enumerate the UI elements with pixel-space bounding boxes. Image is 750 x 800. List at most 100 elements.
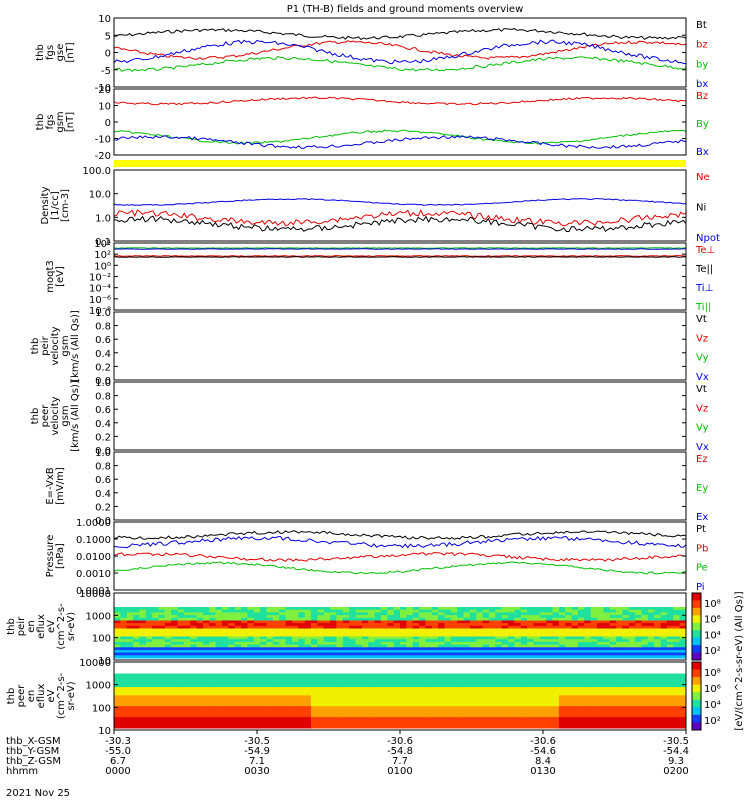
panel-ylabel: [mV/m] [55,467,66,505]
y-tick-label: 0.4 [95,419,111,430]
legend-entry: Te|| [695,264,713,275]
x-tick-label: 0100 [387,766,412,777]
x-tick-label: 0030 [244,766,269,777]
panel-frame [113,242,687,311]
panel-ylabel: gsm [60,335,71,356]
colorbar-tick: 10⁴ [704,700,721,711]
panel-frame [113,169,687,242]
y-tick-label: 0.2 [95,362,111,373]
y-tick-label: 0.0 [95,376,111,387]
y-tick-label: 10000 [79,658,111,669]
legend-entry: Bx [696,147,709,158]
x-axis: thb_X-GSM -30.3 -30.5 -30.6 -30.6 -30.5 thb_Y-… [6,730,689,777]
panel-frame [113,381,687,451]
y-tick-label: 10² [94,250,111,261]
y-tick-label: 1.0 [95,448,111,459]
y-tick-label: 10⁻⁸ [89,306,111,317]
electron-colorbar: 10⁸ 10⁶ 10⁴ 10² [691,661,721,731]
x-tick-label: -54.6 [530,746,556,757]
y-tick-label: 100 [92,703,111,714]
legend-entry: Npot [696,233,720,244]
legend-entry: Ez [696,454,708,465]
y-tick-label: 10 [98,14,111,25]
y-tick-label: 20 [98,85,111,96]
ion-colorbar: 10⁸ 10⁶ 10⁴ 10² [691,592,721,661]
y-tick-label: 0.0010 [76,569,111,580]
panel-ylabel: sr-eV) [66,681,77,710]
panel-ylabel: thb [6,618,17,635]
series-bx [113,39,687,65]
y-tick-label: 10⁴ [94,239,111,250]
electron-spectrogram [114,673,687,729]
y-tick-label: 0.1 [95,237,111,248]
panel-ylabel: gsm [55,111,66,132]
colorbar-tick: 10⁶ [704,684,721,695]
y-tick-label: 5 [105,31,111,42]
panel-ylabel: thb [35,44,46,61]
legend-entry: Vx [696,442,709,453]
panel-ylabel: thb [30,338,41,355]
y-tick-label: -20 [95,151,111,162]
y-tick-label: 0.4 [95,489,111,500]
panel-ylabel: thb [30,408,41,425]
y-tick-label: 0.6 [95,405,111,416]
panel-ylabel: gse [55,44,66,62]
panel-ylabel: peer [16,684,27,708]
colorbar-tick: 10⁸ [704,668,721,679]
panel-ylabel: velocity [50,326,61,365]
y-tick-label: 0.0 [95,446,111,457]
x-row-label: thb_X-GSM [6,736,61,747]
y-tick-label: -10 [95,83,111,94]
legend-entry: Ey [696,483,708,494]
series-pi [113,535,687,549]
x-row-label: thb_Z-GSM [6,756,61,767]
colorbar-tick: 10⁸ [704,599,721,610]
legend-entry: Pt [696,524,706,535]
series-ni [113,215,687,233]
legend-entry: bz [696,40,708,51]
y-tick-label: 1000 [86,681,111,692]
legend-entry: Ne [696,172,710,183]
panel-ylabel: Pressure [45,535,56,578]
x-tick-label: 8.4 [535,756,551,767]
legend-entry: Pe [696,563,708,574]
series-npot [113,198,687,206]
panel-ylabel: E=-VxB [45,467,56,504]
panel-ylabel: [1/cc] [50,191,61,220]
panel-ylabel: [eV] [55,266,66,287]
panel-ylabel: thb [6,688,17,705]
legend-entry: Ti⊥ [695,283,713,294]
y-tick-label: 10⁻² [89,273,111,284]
panel-ylabel: sr-eV) [66,612,77,641]
y-tick-label: 10.0 [89,190,111,201]
colorbar-tick: 10² [704,716,721,727]
panel-frame [113,451,687,521]
panel-ylabel: moqt3 [45,260,56,293]
y-tick-label: 0.8 [95,392,111,403]
legend-entry: by [696,59,708,70]
colorbar-tick: 10⁴ [704,630,721,641]
panel-ylabel: peir [16,616,27,636]
y-tick-label: -5 [101,66,111,77]
panel-frame [113,311,687,381]
y-tick-label: 0.0001 [76,586,111,597]
x-tick-label: -55.0 [105,746,131,757]
panel-ylabel: eV [46,689,57,702]
y-tick-label: 0.8 [95,462,111,473]
legend-entry: bx [696,79,708,90]
y-tick-label: 0.1000 [76,535,111,546]
series-by [113,55,687,72]
panel-ylabel: [km/s (All Qs)] [70,310,81,382]
panel-ylabel: [nT] [65,42,76,62]
x-tick-label: 0200 [663,766,688,777]
y-tick-label: -10 [95,135,111,146]
panel-ylabel: peir [40,335,51,355]
y-tick-label: 0.2 [95,432,111,443]
y-tick-label: 100 [92,634,111,645]
colorbar-tick: 10² [704,646,721,657]
y-tick-label: 1.0 [95,308,111,319]
y-tick-label: 0.4 [95,349,111,360]
x-tick-label: 0130 [530,766,555,777]
legend-entry: Vz [696,333,708,344]
